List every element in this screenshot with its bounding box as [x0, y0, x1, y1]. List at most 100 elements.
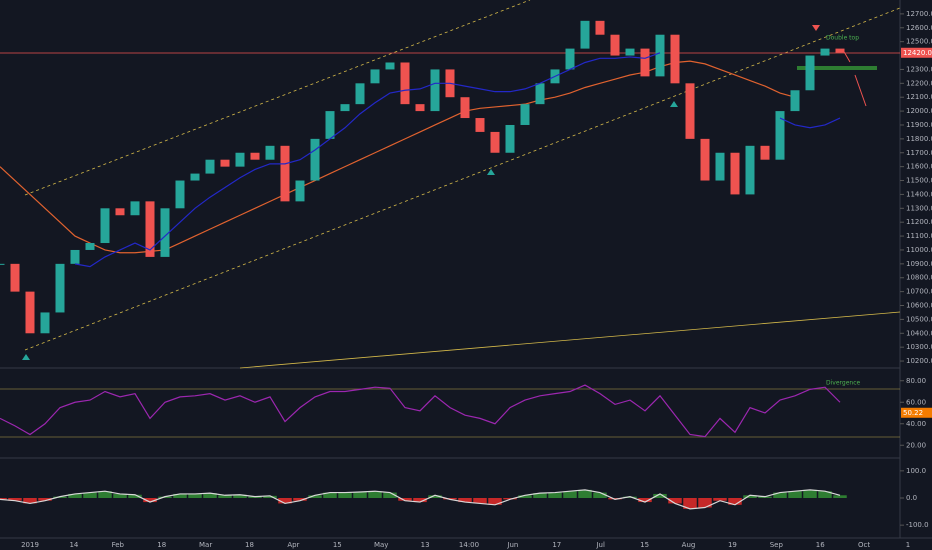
macd-bar	[773, 492, 787, 498]
macd-line	[0, 489, 841, 510]
y-tick-label: 12000.00	[906, 107, 932, 115]
candle	[175, 180, 185, 209]
macd-bar	[653, 493, 667, 498]
candle	[565, 48, 575, 70]
candle	[220, 159, 230, 167]
y-tick-label: 10300.00	[906, 343, 932, 351]
macd-bar	[578, 489, 592, 498]
candle	[10, 263, 20, 292]
candle	[640, 48, 650, 77]
macd-bar	[398, 498, 412, 501]
price-tag	[901, 47, 932, 58]
x-tick-label: 18	[157, 541, 166, 549]
x-tick-label: Jun	[506, 541, 518, 549]
y-tick-label: 11500.00	[906, 177, 932, 185]
candle	[415, 104, 425, 112]
y-tick-label: 10200.00	[906, 357, 932, 365]
y-tick-label: 40.00	[906, 420, 926, 428]
candle	[70, 249, 80, 264]
candle	[745, 145, 755, 195]
macd-bar	[803, 489, 817, 498]
macd-bar	[23, 498, 37, 504]
candle	[235, 152, 245, 167]
candle	[625, 48, 635, 56]
macd-bar	[203, 493, 217, 498]
x-tick-label: 15	[640, 541, 649, 549]
candle	[310, 138, 320, 181]
support-zone	[797, 66, 877, 70]
y-tick-label: -100.0	[906, 521, 929, 529]
y-tick-label: 10700.00	[906, 288, 932, 296]
macd-bar	[173, 493, 187, 498]
annotation: Divergence	[826, 380, 860, 387]
y-tick-label: 11600.00	[906, 163, 932, 171]
macd-bar	[593, 492, 607, 498]
macd-bar	[263, 495, 277, 498]
x-tick-label: May	[374, 541, 388, 549]
macd-bar	[473, 498, 487, 504]
macd-bar	[308, 495, 322, 498]
candle	[25, 291, 35, 334]
y-tick-label: 10600.00	[906, 302, 932, 310]
macd-bar	[0, 498, 7, 500]
macd-bar	[8, 498, 22, 501]
macd-bar	[458, 498, 472, 503]
macd-bar	[248, 496, 262, 498]
x-tick-label: 2019	[21, 541, 39, 549]
y-tick-label: 100.0	[906, 467, 926, 475]
candle	[730, 152, 740, 195]
candle	[580, 20, 590, 49]
candle	[760, 145, 770, 160]
candle	[265, 145, 275, 160]
macd-bar	[128, 494, 142, 498]
x-tick-label: 15	[333, 541, 342, 549]
x-tick-label: 14	[69, 541, 78, 549]
annotation: Double top	[826, 35, 859, 42]
candle	[475, 118, 485, 132]
macd-bar	[623, 496, 637, 498]
candle	[670, 34, 680, 84]
candle	[160, 208, 170, 257]
macd-bar	[293, 498, 307, 501]
macd-bar	[443, 498, 457, 500]
x-tick-label: 17	[552, 541, 561, 549]
candle	[205, 159, 215, 174]
x-tick-label: 13	[421, 541, 430, 549]
macd-bar	[788, 491, 802, 498]
y-tick-label: 10800.00	[906, 274, 932, 282]
macd-bar	[368, 491, 382, 498]
macd-bar	[113, 493, 127, 498]
macd-bar	[413, 498, 427, 503]
y-tick-label: 11800.00	[906, 135, 932, 143]
macd-bar	[503, 498, 517, 500]
x-tick-label: 19	[728, 541, 737, 549]
x-tick-label: Aug	[682, 541, 696, 549]
channel-line	[24, 7, 901, 351]
candle	[280, 145, 290, 202]
y-tick-label: 11700.00	[906, 149, 932, 157]
candle	[520, 104, 530, 125]
macd-bar	[83, 492, 97, 498]
candle	[385, 62, 395, 70]
macd-bar	[98, 491, 112, 498]
candle	[775, 111, 785, 160]
macd-bar	[683, 498, 697, 509]
candle	[370, 69, 380, 84]
candle	[595, 20, 605, 35]
candle	[490, 131, 500, 153]
x-tick-label: Oct	[858, 541, 870, 549]
channel-line	[24, 0, 531, 196]
macd-bar	[218, 495, 232, 498]
macd-bar	[638, 498, 652, 503]
y-tick-label: 11300.00	[906, 204, 932, 212]
x-tick-label: 16	[816, 541, 825, 549]
macd-bar	[758, 496, 772, 498]
y-tick-label: 10500.00	[906, 315, 932, 323]
y-tick-label: 12700.00	[906, 10, 932, 18]
candle	[40, 312, 50, 334]
y-tick-label: 80.00	[906, 377, 926, 385]
moving-average	[74, 52, 841, 268]
x-tick-label: Jul	[595, 541, 605, 549]
y-tick-label: 11200.00	[906, 218, 932, 226]
